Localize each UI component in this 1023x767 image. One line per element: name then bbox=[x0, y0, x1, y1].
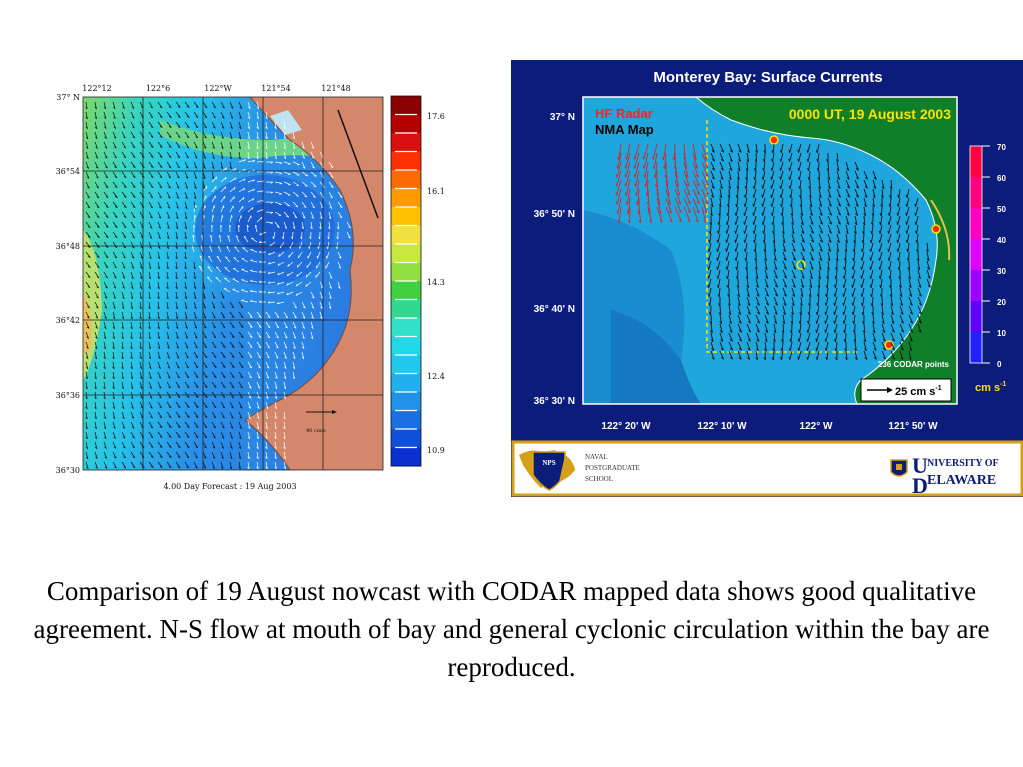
speed-colorbar-label: 70 bbox=[997, 143, 1006, 152]
scale-exponent: -1 bbox=[935, 385, 941, 392]
radar-site-marker bbox=[884, 340, 894, 350]
temperature-colorbar bbox=[390, 95, 422, 467]
radar-lat-label: 36° 40' N bbox=[534, 304, 575, 315]
radar-site-marker bbox=[931, 224, 941, 234]
speed-colorbar-label: 30 bbox=[997, 267, 1006, 276]
left-lat-label: 36°36 bbox=[56, 391, 80, 400]
left-scale-label: 40 cm/s bbox=[306, 428, 326, 434]
speed-colorbar-label: 40 bbox=[997, 236, 1006, 245]
radar-lat-label: 37° N bbox=[550, 112, 575, 123]
colorbar-label: 10.9 bbox=[427, 446, 445, 455]
left-lat-label: 36°30 bbox=[56, 466, 80, 475]
nps-logo: NPS bbox=[519, 450, 575, 491]
left-lat-label: 36°42 bbox=[56, 316, 80, 325]
slide-caption: Comparison of 19 August nowcast with COD… bbox=[33, 576, 990, 682]
colorbar-label: 12.4 bbox=[427, 372, 445, 381]
ud-logo: U D NIVERSITY OF ELAWARE bbox=[890, 453, 999, 497]
radar-lat-label: 36° 50' N bbox=[534, 209, 575, 220]
source-label: HF Radar bbox=[595, 106, 653, 121]
nps-text: SCHOOL bbox=[585, 475, 613, 483]
radar-site-marker bbox=[769, 135, 779, 145]
speed-colorbar-label: 10 bbox=[997, 329, 1006, 338]
speed-colorbar-label: 20 bbox=[997, 298, 1006, 307]
svg-text:D: D bbox=[912, 473, 928, 497]
source-label: NMA Map bbox=[595, 122, 654, 137]
radar-lon-label: 122° W bbox=[800, 421, 833, 432]
left-lon-label: 122°6 bbox=[146, 84, 170, 93]
speed-colorbar-label: 0 bbox=[997, 360, 1002, 369]
svg-text:25 cm s-1: 25 cm s-1 bbox=[895, 385, 942, 398]
codar-points-label: 236 CODAR points bbox=[878, 360, 950, 369]
nps-text: POSTGRADUATE bbox=[585, 464, 640, 472]
radar-lat-label: 36° 30' N bbox=[534, 396, 575, 407]
svg-text:NPS: NPS bbox=[542, 459, 555, 467]
colorbar-label: 16.1 bbox=[427, 187, 445, 196]
speed-colorbar bbox=[969, 145, 990, 364]
radar-map-title: Monterey Bay: Surface Currents bbox=[653, 69, 882, 86]
scale-label: 25 cm s bbox=[895, 386, 935, 398]
left-lat-label: 37° N bbox=[56, 93, 80, 102]
left-lon-label: 121°54 bbox=[261, 84, 290, 93]
svg-text:NIVERSITY OF: NIVERSITY OF bbox=[927, 458, 999, 469]
left-lon-label: 122°W bbox=[204, 84, 232, 93]
left-lat-label: 36°54 bbox=[56, 167, 80, 176]
unit-exponent: -1 bbox=[1000, 381, 1006, 388]
nps-text: NAVAL bbox=[585, 453, 608, 461]
speed-colorbar-label: 50 bbox=[997, 205, 1006, 214]
left-lon-label: 121°48 bbox=[321, 84, 350, 93]
model-forecast-map: 40 cm/s 37° N 36°54 36°48 36°42 36°36 36… bbox=[56, 84, 445, 491]
radar-current-vectors bbox=[615, 143, 931, 361]
speed-colorbar-label: 60 bbox=[997, 174, 1006, 183]
radar-lon-label: 122° 10' W bbox=[697, 421, 747, 432]
forecast-footer: 4.00 Day Forecast : 19 Aug 2003 bbox=[163, 482, 296, 491]
svg-text:U: U bbox=[912, 453, 928, 478]
timestamp-label: 0000 UT, 19 August 2003 bbox=[789, 106, 951, 122]
left-lon-label: 122°12 bbox=[82, 84, 111, 93]
svg-text:ELAWARE: ELAWARE bbox=[927, 473, 996, 488]
svg-text:cm s-1: cm s-1 bbox=[975, 381, 1006, 394]
unit-label: cm s bbox=[975, 382, 1000, 394]
left-lat-label: 36°48 bbox=[56, 242, 80, 251]
radar-lon-label: 121° 50' W bbox=[888, 421, 938, 432]
colorbar-label: 14.3 bbox=[427, 278, 445, 287]
radar-lon-label: 122° 20' W bbox=[601, 421, 651, 432]
colorbar-label: 17.6 bbox=[427, 112, 445, 121]
hf-radar-map: Monterey Bay: Surface Currents HF Radar … bbox=[511, 60, 1023, 497]
